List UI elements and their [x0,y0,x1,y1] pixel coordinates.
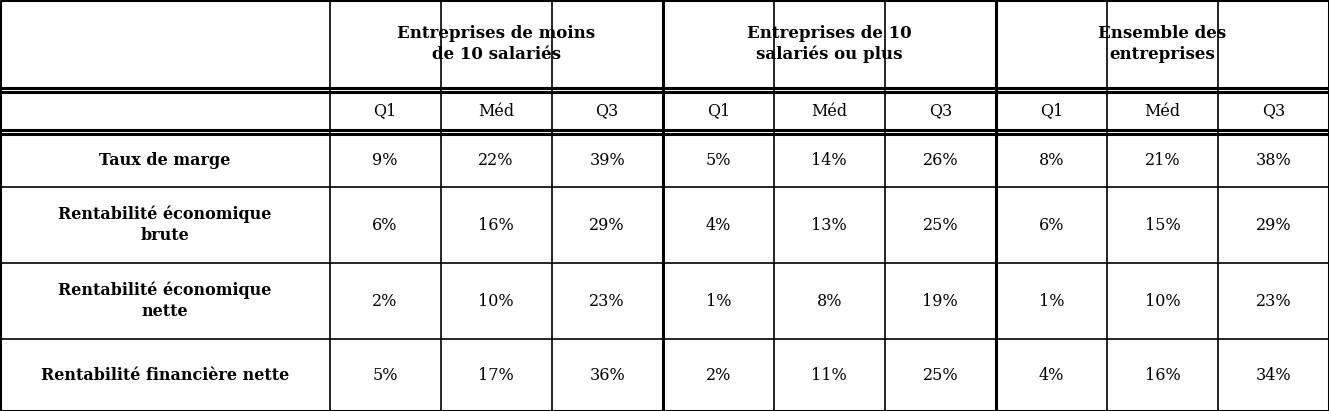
Text: Q1: Q1 [373,103,397,120]
Text: 36%: 36% [589,367,625,383]
Text: Q3: Q3 [929,103,952,120]
Text: 14%: 14% [812,152,847,169]
Text: 25%: 25% [922,217,958,233]
Text: 29%: 29% [589,217,625,233]
Text: 4%: 4% [706,217,731,233]
Text: Taux de marge: Taux de marge [100,152,230,169]
Text: 8%: 8% [816,293,843,309]
Text: 39%: 39% [589,152,625,169]
Text: 34%: 34% [1256,367,1292,383]
Text: Entreprises de moins
de 10 salariés: Entreprises de moins de 10 salariés [397,25,595,63]
Text: 13%: 13% [812,217,847,233]
Text: 5%: 5% [372,367,397,383]
Text: Q1: Q1 [1039,103,1063,120]
Text: 11%: 11% [812,367,847,383]
Text: 1%: 1% [1039,293,1065,309]
Text: 17%: 17% [478,367,514,383]
Text: 38%: 38% [1256,152,1292,169]
Text: 10%: 10% [478,293,514,309]
Text: 25%: 25% [922,367,958,383]
Text: Rentabilité économique
brute: Rentabilité économique brute [58,206,271,244]
Text: Q1: Q1 [707,103,730,120]
Text: Méd: Méd [478,103,514,120]
Text: 2%: 2% [372,293,397,309]
Text: Méd: Méd [1144,103,1180,120]
Text: Entreprises de 10
salariés ou plus: Entreprises de 10 salariés ou plus [747,25,912,63]
Text: 15%: 15% [1144,217,1180,233]
Text: 21%: 21% [1144,152,1180,169]
Text: 22%: 22% [478,152,514,169]
Text: 2%: 2% [706,367,731,383]
Text: Rentabilité financière nette: Rentabilité financière nette [41,367,288,383]
Text: Q3: Q3 [1261,103,1285,120]
Text: 29%: 29% [1256,217,1292,233]
Text: 9%: 9% [372,152,397,169]
Text: 4%: 4% [1039,367,1065,383]
Text: 6%: 6% [1039,217,1065,233]
Text: Q3: Q3 [595,103,619,120]
Text: 1%: 1% [706,293,731,309]
Text: Rentabilité économique
nette: Rentabilité économique nette [58,282,271,320]
Text: 6%: 6% [372,217,397,233]
Text: 8%: 8% [1039,152,1065,169]
Text: 26%: 26% [922,152,958,169]
Text: 19%: 19% [922,293,958,309]
Text: 5%: 5% [706,152,731,169]
Text: 23%: 23% [1256,293,1292,309]
Text: 23%: 23% [589,293,625,309]
Text: 16%: 16% [1144,367,1180,383]
Text: Méd: Méd [811,103,848,120]
Text: Ensemble des
entreprises: Ensemble des entreprises [1098,25,1227,63]
Text: 10%: 10% [1144,293,1180,309]
Text: 16%: 16% [478,217,514,233]
